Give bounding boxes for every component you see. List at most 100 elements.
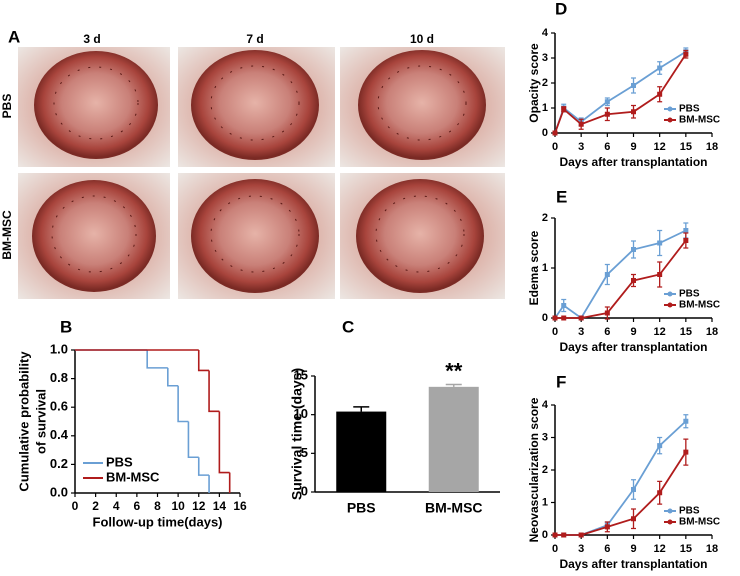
- survival-step: [187, 421, 199, 459]
- data-point: [561, 303, 567, 308]
- series-line: [555, 239, 687, 319]
- y-tick-label: 2: [542, 464, 548, 476]
- survival-step: [208, 370, 220, 413]
- legend-marker: [667, 106, 673, 112]
- photo: [18, 173, 170, 299]
- x-tick-label: PBS: [347, 500, 376, 516]
- data-point: [631, 278, 636, 283]
- y-axis-label: of survival: [33, 389, 48, 454]
- x-tick-label: 0: [552, 141, 558, 153]
- data-point: [552, 532, 558, 538]
- data-point: [631, 247, 636, 252]
- row-label: PBS: [0, 94, 14, 119]
- data-point: [604, 310, 610, 316]
- y-axis-label: Neovascularization score: [527, 397, 541, 542]
- legend-label: BM-MSC: [679, 300, 720, 311]
- y-tick-label: 3: [542, 52, 548, 64]
- data-point: [578, 532, 584, 538]
- column-label: 10 d: [410, 32, 434, 46]
- x-tick-label: 10: [171, 499, 185, 513]
- x-tick-label: 16: [233, 499, 247, 513]
- x-tick-label: 2: [92, 499, 99, 513]
- x-tick-label: 3: [578, 543, 584, 555]
- x-tick-label: 18: [706, 326, 718, 338]
- data-point: [657, 91, 663, 97]
- data-point: [657, 272, 663, 277]
- x-axis-label: Days after transplantation: [559, 340, 707, 354]
- y-tick-label: 2: [542, 77, 548, 89]
- column-label: 3 d: [83, 32, 100, 46]
- y-tick-label: 0: [542, 127, 548, 139]
- data-point: [657, 443, 663, 449]
- data-point: [631, 109, 636, 115]
- column-label: 7 d: [246, 32, 263, 46]
- survival-step: [197, 350, 210, 372]
- error-bar: [353, 406, 370, 412]
- y-axis-label: Opacity score: [527, 43, 541, 123]
- x-tick-label: BM-MSC: [425, 500, 483, 516]
- legend-label: PBS: [106, 454, 133, 469]
- panel-label: D: [555, 0, 567, 18]
- y-axis-label: Cumulative probability: [16, 351, 31, 492]
- data-point: [578, 121, 584, 127]
- x-tick-label: 4: [113, 499, 120, 513]
- x-tick-label: 9: [630, 326, 636, 338]
- y-tick-label: 0.4: [50, 427, 69, 442]
- legend-marker: [667, 302, 673, 308]
- row-label: BM-MSC: [0, 210, 14, 260]
- legend-label: PBS: [679, 289, 700, 300]
- legend-label: BM-MSC: [679, 517, 720, 528]
- x-axis-label: Days after transplantation: [559, 557, 707, 571]
- bar: [336, 411, 387, 492]
- x-tick-label: 12: [654, 141, 666, 153]
- x-tick-label: 18: [706, 543, 718, 555]
- x-tick-label: 9: [630, 543, 636, 555]
- y-tick-label: 0.6: [50, 399, 68, 414]
- survival-step: [146, 350, 168, 369]
- y-axis-label: Survival time (days): [289, 368, 305, 500]
- bar: [428, 386, 479, 492]
- legend-marker: [667, 508, 673, 514]
- x-tick-label: 6: [604, 543, 610, 555]
- panel-label: C: [342, 317, 354, 336]
- x-axis-label: Days after transplantation: [559, 155, 707, 169]
- x-tick-label: 15: [680, 543, 692, 555]
- x-tick-label: 0: [72, 499, 79, 513]
- photo: [340, 173, 505, 299]
- data-point: [631, 83, 636, 88]
- y-tick-label: 0.0: [50, 484, 68, 499]
- y-tick-label: 1: [542, 262, 548, 274]
- data-point: [561, 106, 567, 112]
- panel-label: E: [556, 187, 567, 206]
- panel-label: A: [8, 27, 20, 46]
- data-point: [604, 524, 610, 530]
- series-line: [555, 420, 687, 536]
- data-point: [683, 418, 689, 424]
- y-tick-label: 0: [542, 312, 548, 324]
- data-point: [631, 516, 636, 522]
- y-tick-label: 4: [542, 399, 549, 411]
- photo: [340, 47, 505, 167]
- y-tick-label: 1.0: [50, 341, 68, 356]
- x-tick-label: 12: [654, 543, 666, 555]
- data-point: [657, 240, 663, 246]
- x-tick-label: 0: [552, 326, 558, 338]
- significance: **: [445, 358, 463, 383]
- data-point: [683, 51, 689, 57]
- x-tick-label: 15: [680, 326, 692, 338]
- data-point: [552, 315, 558, 321]
- error-bar: [445, 383, 462, 387]
- data-point: [683, 238, 689, 243]
- data-point: [578, 315, 584, 321]
- x-tick-label: 9: [630, 141, 636, 153]
- data-point: [657, 65, 663, 71]
- legend-label: PBS: [679, 506, 700, 517]
- x-tick-label: 14: [213, 499, 227, 513]
- survival-step: [197, 457, 210, 476]
- panel-label: F: [556, 372, 566, 391]
- data-point: [631, 487, 636, 492]
- y-tick-label: 0: [301, 483, 308, 498]
- y-axis-label: Edema score: [527, 230, 541, 305]
- data-point: [552, 130, 558, 136]
